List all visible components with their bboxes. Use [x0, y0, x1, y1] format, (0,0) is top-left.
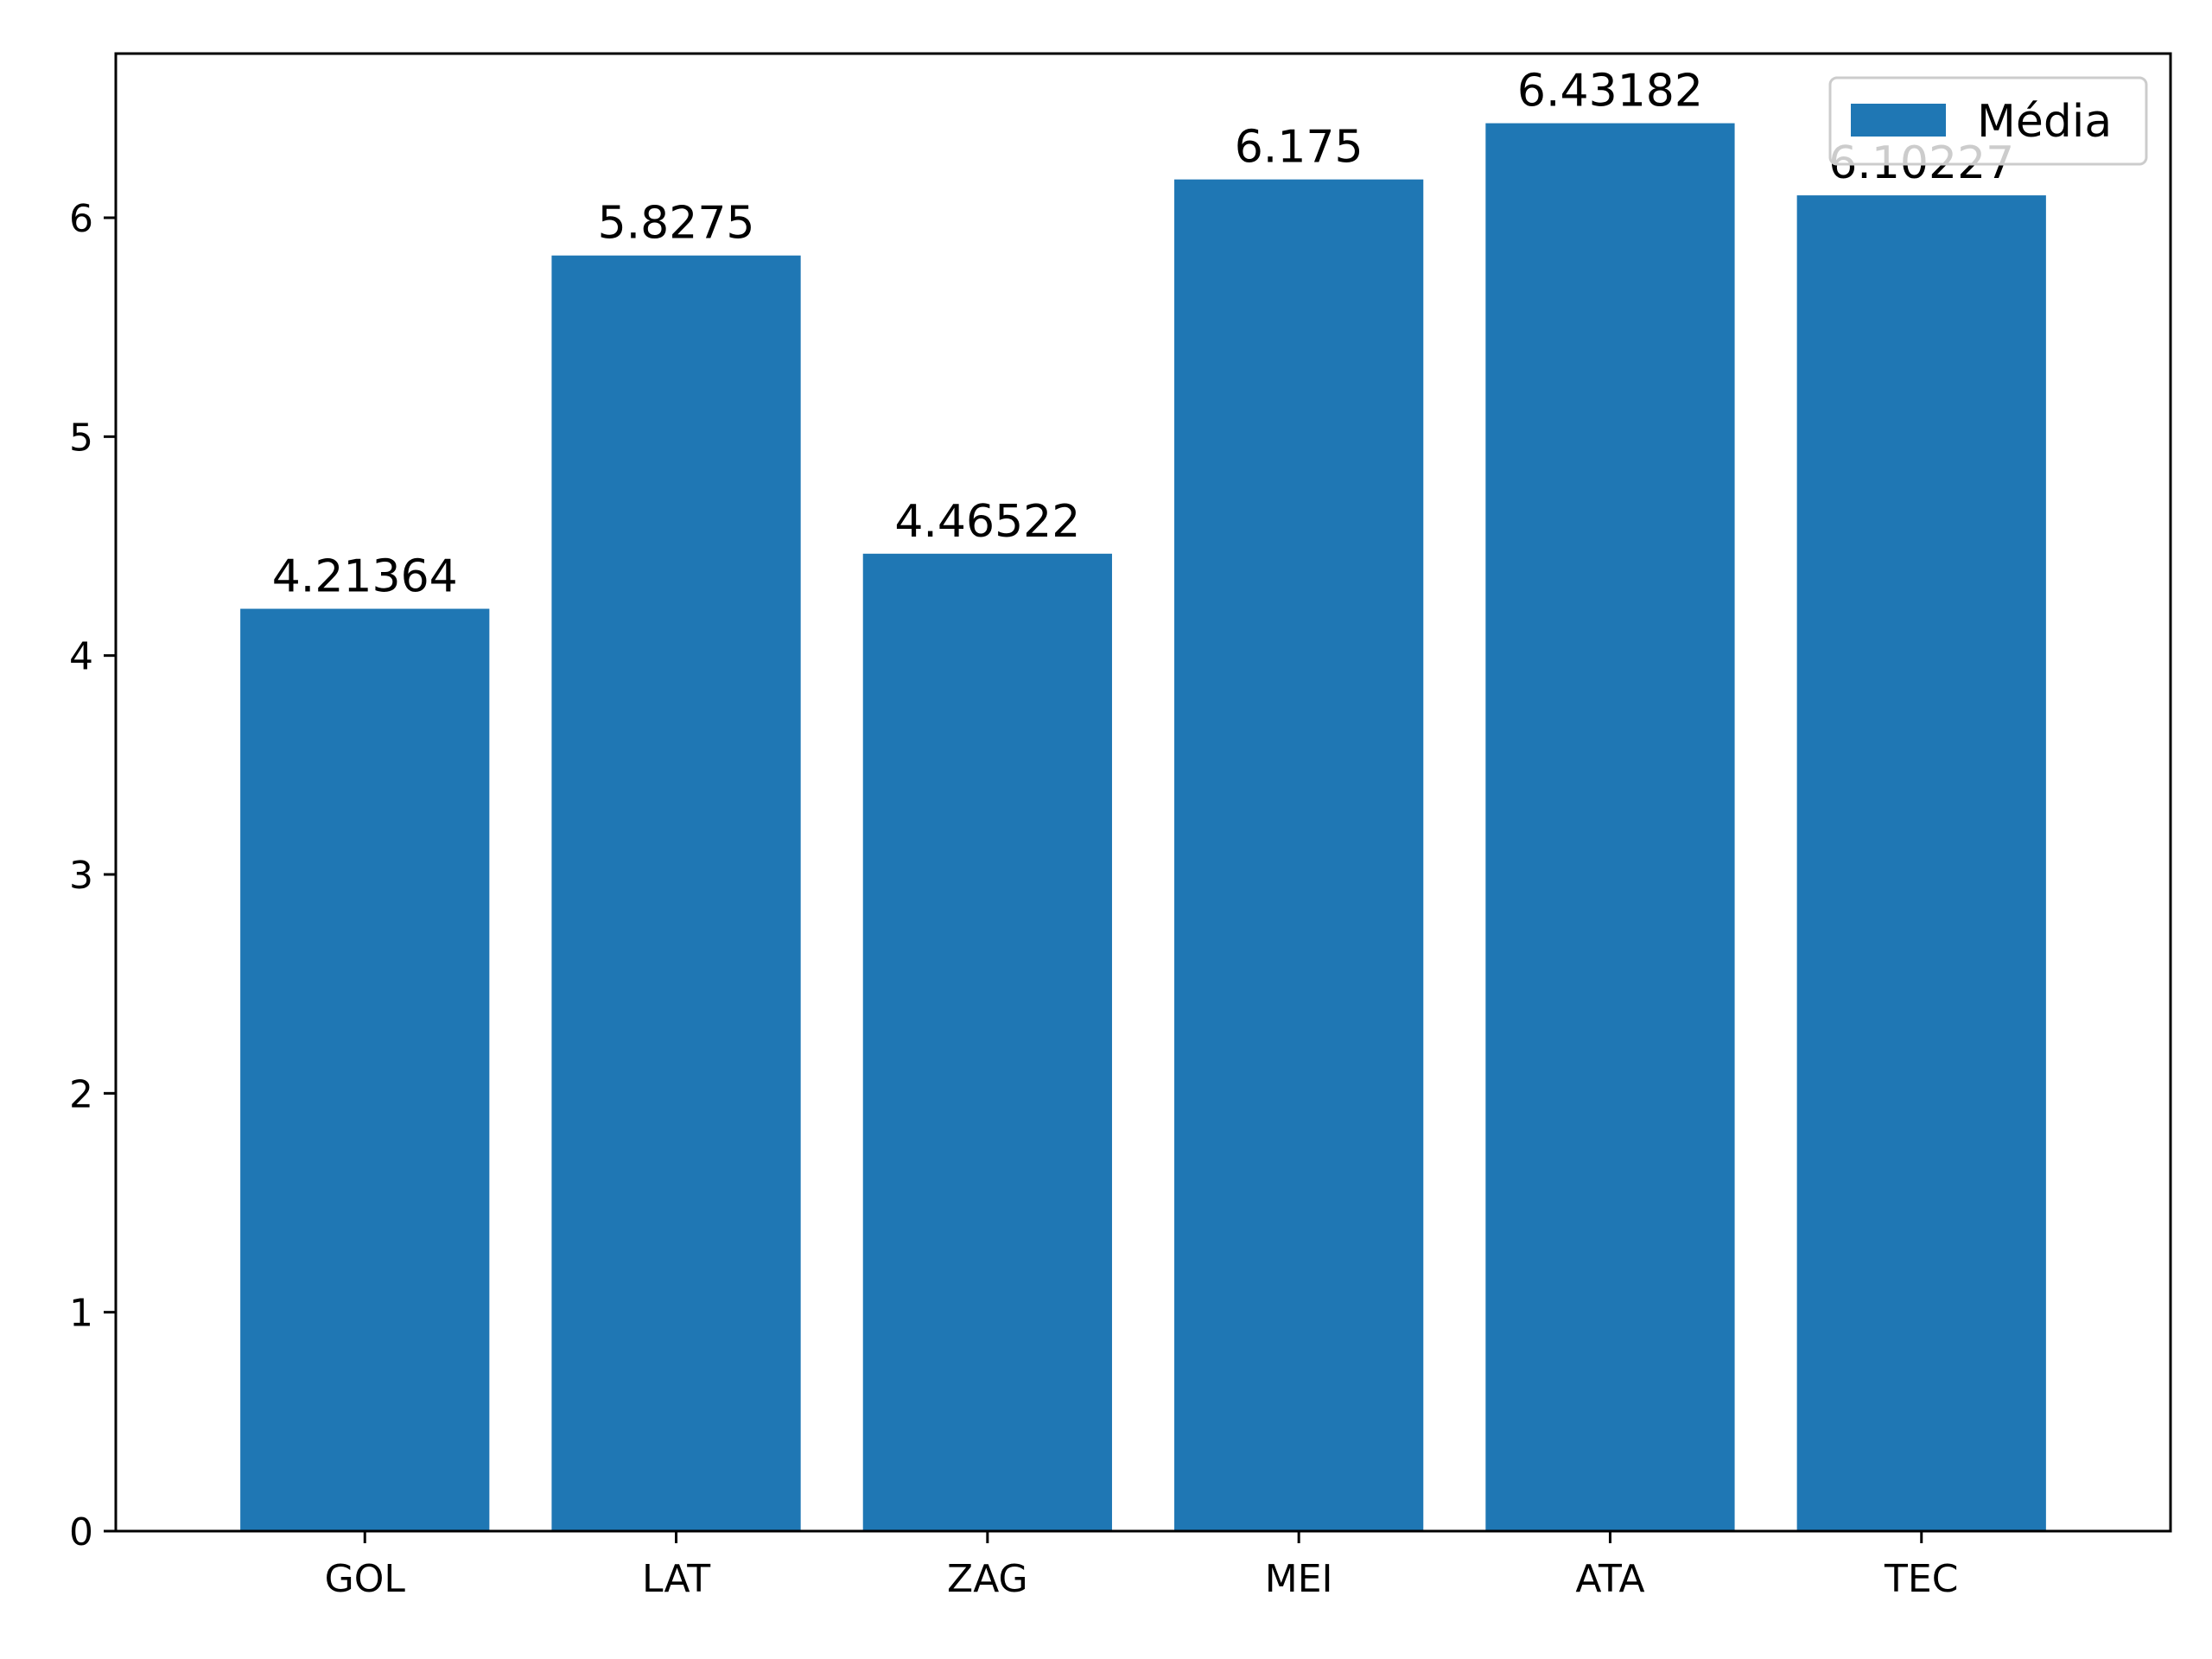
bar-value-label-gol: 4.21364: [272, 551, 458, 603]
y-tick-label: 3: [69, 854, 93, 898]
bar-value-label-lat: 5.8275: [598, 198, 755, 250]
y-tick-label: 4: [69, 635, 93, 679]
y-axis: 0 1 2 3 4 5 6: [69, 197, 116, 1554]
x-tick-label-gol: GOL: [325, 1557, 406, 1601]
bar-value-label-zag: 4.46522: [894, 496, 1080, 548]
x-tick-label-mei: MEI: [1265, 1557, 1333, 1601]
legend-box: [1828, 76, 2148, 166]
y-tick-label: 1: [69, 1292, 93, 1336]
x-tick-label-ata: ATA: [1575, 1557, 1644, 1601]
legend-label-media: Média: [1977, 96, 2112, 148]
bar-gol: [240, 608, 490, 1531]
bars-group: [240, 123, 2046, 1532]
bar-mei: [1174, 179, 1424, 1532]
y-tick-label: 6: [69, 197, 93, 241]
bar-value-label-ata: 6.43182: [1517, 66, 1703, 118]
x-tick-label-lat: LAT: [642, 1557, 710, 1601]
y-tick-label: 5: [69, 416, 93, 460]
bar-zag: [862, 553, 1112, 1531]
y-tick-label: 0: [69, 1510, 93, 1554]
axes-frame: [114, 52, 2172, 1533]
legend-swatch-media: [1851, 104, 1946, 137]
bar-value-label-mei: 6.175: [1235, 122, 1363, 174]
x-axis: GOL LAT ZAG MEI ATA TEC: [325, 1531, 1958, 1601]
x-tick-label-tec: TEC: [1884, 1557, 1958, 1601]
x-tick-label-zag: ZAG: [947, 1557, 1028, 1601]
bar-lat: [551, 255, 801, 1532]
legend: Média: [1828, 76, 2148, 166]
y-tick-label: 2: [69, 1072, 93, 1116]
bar-ata: [1485, 123, 1735, 1532]
bar-tec: [1796, 195, 2046, 1532]
